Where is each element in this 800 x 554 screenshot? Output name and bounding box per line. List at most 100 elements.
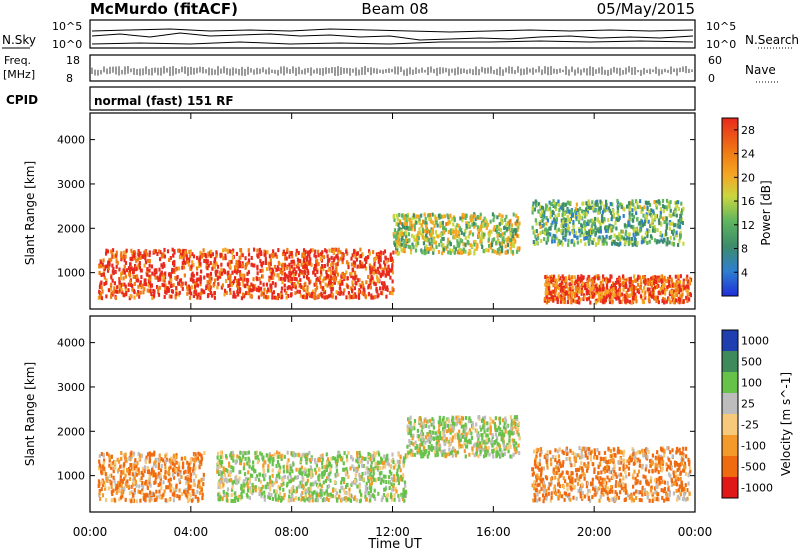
- power-echo: [630, 240, 633, 245]
- velocity-echo: [157, 483, 160, 488]
- velocity-echo: [362, 477, 365, 482]
- power-echo: [666, 241, 669, 246]
- velocity-echo: [98, 489, 101, 494]
- power-echo: [379, 272, 382, 277]
- power-echo: [307, 271, 310, 276]
- power-echo: [231, 250, 234, 255]
- velocity-echo: [315, 463, 319, 468]
- power-echo: [674, 274, 677, 279]
- velocity-echo: [198, 452, 201, 457]
- velocity-echo: [277, 494, 280, 499]
- power-echo: [146, 267, 149, 272]
- power-echo: [498, 251, 501, 256]
- power-echo: [245, 277, 249, 282]
- power-echo: [409, 247, 413, 252]
- power-echo: [129, 266, 133, 271]
- velocity-echo: [217, 484, 220, 489]
- velocity-echo: [288, 471, 291, 476]
- power-echo: [629, 276, 632, 281]
- power-echo: [365, 260, 368, 265]
- velocity-echo: [377, 477, 380, 482]
- power-echo: [324, 248, 327, 253]
- power-echo: [357, 290, 361, 295]
- power-echo: [377, 251, 380, 256]
- velocity-echo: [106, 451, 109, 456]
- power-echo: [682, 241, 685, 246]
- power-echo: [370, 295, 373, 300]
- velocity-echo: [175, 488, 178, 493]
- power-echo: [653, 228, 657, 233]
- power-echo: [211, 252, 214, 257]
- power-echo: [140, 275, 143, 280]
- power-echo: [679, 218, 682, 223]
- power-echo: [532, 201, 535, 206]
- power-echo: [495, 229, 498, 234]
- velocity-echo: [400, 474, 403, 479]
- velocity-echo: [197, 451, 200, 456]
- velocity-echo: [385, 456, 388, 461]
- velocity-echo: [390, 458, 393, 463]
- power-echo: [441, 220, 444, 225]
- power-echo: [414, 248, 418, 253]
- power-echo: [451, 217, 454, 222]
- power-echo: [268, 275, 271, 280]
- power-colorbar-tick-label: 20: [741, 171, 755, 184]
- velocity-echo: [225, 491, 228, 496]
- power-echo: [650, 208, 653, 213]
- power-echo: [169, 274, 173, 279]
- power-echo: [327, 294, 330, 299]
- power-echo: [624, 282, 627, 287]
- power-echo: [674, 288, 677, 293]
- velocity-echo: [302, 470, 306, 475]
- velocity-echo: [141, 488, 144, 493]
- power-echo: [497, 225, 501, 230]
- velocity-echo: [157, 465, 160, 470]
- power-echo: [147, 277, 150, 282]
- freq-trace: [91, 66, 693, 76]
- power-echo: [628, 207, 631, 212]
- power-echo: [552, 289, 555, 294]
- power-echo: [606, 229, 610, 234]
- power-echo: [229, 273, 232, 278]
- velocity-echo: [119, 464, 122, 469]
- velocity-echo: [368, 482, 372, 487]
- power-echo: [587, 232, 591, 237]
- velocity-echo: [162, 480, 165, 485]
- power-echo: [389, 275, 392, 280]
- power-echo: [210, 276, 213, 281]
- velocity-echo: [255, 450, 259, 455]
- power-echo: [205, 284, 208, 289]
- power-echo: [158, 257, 162, 262]
- velocity-echo: [141, 480, 144, 485]
- power-echo: [418, 230, 422, 235]
- velocity-echo: [402, 456, 406, 461]
- velocity-echo: [328, 492, 331, 497]
- power-echo: [591, 200, 594, 205]
- velocity-echo: [392, 465, 396, 470]
- power-echo: [421, 235, 424, 240]
- velocity-echo: [189, 474, 192, 479]
- power-echo: [624, 285, 627, 290]
- velocity-echo: [308, 493, 311, 498]
- power-echo: [457, 230, 460, 235]
- power-echo: [561, 282, 565, 287]
- velocity-echo: [267, 494, 270, 499]
- velocity-echo: [377, 491, 380, 496]
- power-echo: [544, 203, 548, 208]
- power-echo: [216, 276, 220, 281]
- power-echo: [667, 204, 670, 209]
- power-echo: [601, 299, 604, 304]
- power-echo: [508, 223, 511, 228]
- power-echo: [640, 209, 643, 214]
- velocity-echo: [316, 484, 320, 489]
- power-echo: [650, 276, 653, 281]
- power-echo: [315, 285, 319, 290]
- power-echo: [225, 290, 228, 295]
- power-echo: [503, 231, 506, 236]
- power-echo: [399, 220, 402, 225]
- nsky-tick-bottom: 10^0: [52, 38, 82, 51]
- power-echo: [581, 201, 584, 206]
- power-echo: [407, 244, 410, 249]
- power-echo: [287, 285, 290, 290]
- power-echo: [265, 282, 269, 287]
